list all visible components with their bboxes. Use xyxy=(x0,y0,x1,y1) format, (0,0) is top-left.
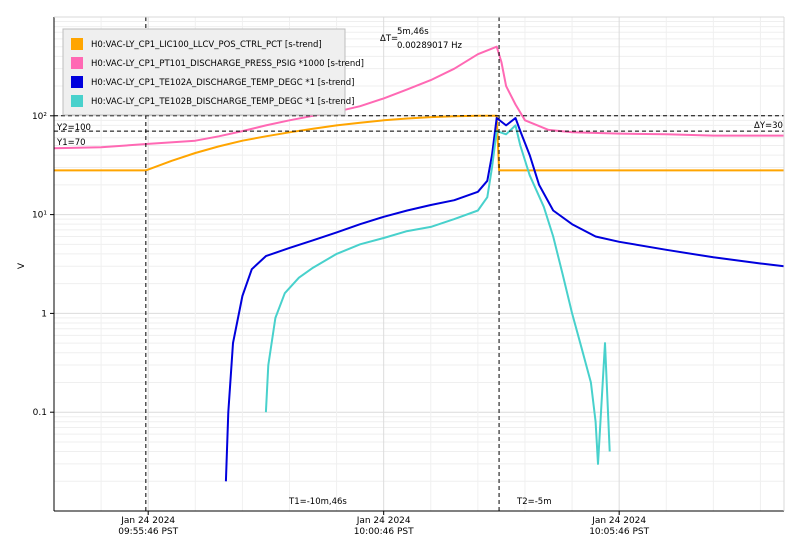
legend-item-pt101: H0:VAC-LY_CP1_PT101_DISCHARGE_PRESS_PSIG… xyxy=(71,57,364,69)
delta-t-value: 5m,46s xyxy=(397,27,429,37)
y-tick-label: 10¹ xyxy=(32,211,47,221)
axes xyxy=(53,16,785,512)
legend-item-te102a: H0:VAC-LY_CP1_TE102A_DISCHARGE_TEMP_DEGC… xyxy=(71,76,354,88)
legend-item-lic100: H0:VAC-LY_CP1_LIC100_LLCV_POS_CTRL_PCT [… xyxy=(71,38,322,50)
cursor-annotations: ΔT= 5m,46s 0.00289017 Hz Y2=100 Y1=70 ΔY… xyxy=(56,27,783,507)
series-line-2 xyxy=(224,117,785,482)
series-line-1 xyxy=(53,45,784,150)
cursor-y2-label: Y2=100 xyxy=(56,123,91,133)
x-tick-date-label: Jan 24 2024 xyxy=(356,516,411,526)
legend-label-lic100: H0:VAC-LY_CP1_LIC100_LLCV_POS_CTRL_PCT [… xyxy=(91,40,322,50)
legend-swatch-te102a xyxy=(71,76,83,88)
legend: H0:VAC-LY_CP1_LIC100_LLCV_POS_CTRL_PCT [… xyxy=(62,28,364,116)
legend-label-te102a: H0:VAC-LY_CP1_TE102A_DISCHARGE_TEMP_DEGC… xyxy=(91,78,354,88)
y-tick-label: 1 xyxy=(41,309,47,319)
series-line-3 xyxy=(264,124,611,465)
y-axis-label: V xyxy=(17,262,27,269)
cursor-y1-label: Y1=70 xyxy=(56,138,86,148)
legend-label-pt101: H0:VAC-LY_CP1_PT101_DISCHARGE_PRESS_PSIG… xyxy=(91,59,364,69)
delta-t-prefix: ΔT= xyxy=(380,34,398,44)
x-tick-time-label: 10:00:46 PST xyxy=(354,527,414,537)
delta-t-frequency: 0.00289017 Hz xyxy=(397,41,462,51)
cursor-t1-label: T1=-10m,46s xyxy=(288,497,347,507)
x-tick-time-label: 09:55:46 PST xyxy=(118,527,178,537)
x-tick-date-label: Jan 24 2024 xyxy=(591,516,646,526)
y-tick-label: 10² xyxy=(32,112,47,122)
legend-swatch-pt101 xyxy=(71,57,83,69)
delta-y-label: ΔY=30 xyxy=(754,121,783,131)
y-tick-label: 0.1 xyxy=(33,408,47,418)
legend-swatch-lic100 xyxy=(71,38,83,50)
legend-label-te102b: H0:VAC-LY_CP1_TE102B_DISCHARGE_TEMP_DEGC… xyxy=(91,97,355,107)
legend-box xyxy=(62,28,346,116)
cursor-t2-label: T2=-5m xyxy=(516,497,551,507)
legend-swatch-te102b xyxy=(71,95,83,107)
x-tick-date-label: Jan 24 2024 xyxy=(120,516,175,526)
cursor-layer xyxy=(54,17,784,511)
legend-item-te102b: H0:VAC-LY_CP1_TE102B_DISCHARGE_TEMP_DEGC… xyxy=(71,95,355,107)
x-tick-time-label: 10:05:46 PST xyxy=(589,527,649,537)
